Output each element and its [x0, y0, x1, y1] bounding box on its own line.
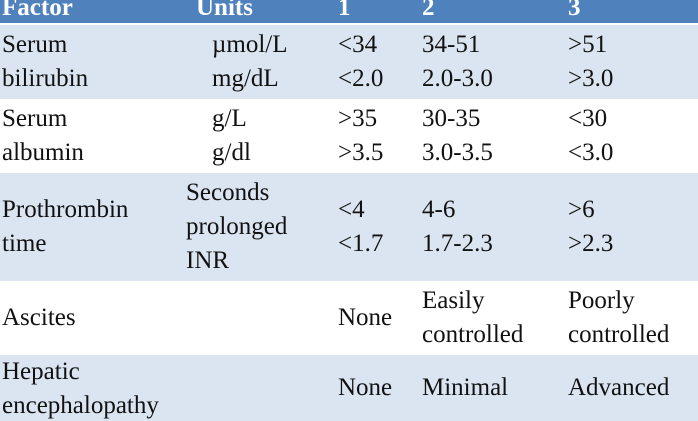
header-cell: 2 [420, 0, 566, 23]
table-cell: Serum albumin [0, 101, 182, 171]
cell-text: encephalopathy [2, 392, 159, 419]
table-cell: Easily controlled [420, 283, 566, 353]
cell-text: <1.7 [338, 230, 384, 257]
table-cell: 34-51 2.0-3.0 [420, 25, 566, 99]
table-row: Serum bilirubin µmol/L mg/dL <34 <2.0 34-51 2.0… [0, 25, 698, 101]
cell-text: >2.3 [568, 230, 614, 257]
cell-text: Minimal [422, 374, 509, 401]
cell-text: Serum [2, 105, 68, 132]
header-text: Units [196, 0, 253, 21]
table-cell: Advanced [566, 355, 698, 421]
table-cell: 4-6 1.7-2.3 [420, 173, 566, 281]
cell-text: Poorly [568, 287, 635, 314]
cell-text: Serum [2, 31, 68, 58]
table-cell [182, 355, 336, 421]
header-row: Factor Units 1 2 3 [0, 0, 698, 25]
table-cell: Poorly controlled [566, 283, 698, 353]
table-cell: >35 >3.5 [336, 101, 420, 171]
cell-text: <4 [338, 196, 365, 223]
table-cell: <34 <2.0 [336, 25, 420, 99]
header-text: 2 [422, 0, 435, 21]
header-cell: Factor [0, 0, 182, 23]
cell-text: >6 [568, 196, 595, 223]
table-row: Prothrombin time Seconds prolonged INR <4 <1.7… [0, 173, 698, 283]
table-cell: >51 >3.0 [566, 25, 698, 99]
table-cell: <30 <3.0 [566, 101, 698, 171]
cell-text: mg/dL [212, 65, 279, 92]
cell-text: 4-6 [422, 196, 456, 223]
cell-text: <34 [338, 31, 378, 58]
cell-text: >3.5 [338, 139, 384, 166]
cell-text: <2.0 [338, 65, 384, 92]
cell-text: albumin [2, 139, 84, 166]
header-text: 3 [568, 0, 581, 21]
table-cell: Minimal [420, 355, 566, 421]
cell-text: prolonged [186, 213, 288, 240]
cell-text: g/dl [212, 139, 251, 166]
table-row: Hepatic encephalopathy None Minimal Advanced [0, 355, 698, 421]
table-cell: Prothrombin time [0, 173, 182, 281]
table-cell: g/L g/dl [182, 101, 336, 171]
cell-text: 2.0-3.0 [422, 65, 493, 92]
header-cell: Units [194, 0, 348, 23]
table-cell: Serum bilirubin [0, 25, 182, 99]
table-row: Ascites None Easily controlled Poorly control… [0, 283, 698, 355]
table-cell: Seconds prolonged INR [182, 173, 336, 281]
table-cell: 30-35 3.0-3.5 [420, 101, 566, 171]
cell-text: controlled [422, 321, 524, 348]
cell-text: controlled [568, 321, 670, 348]
cell-text: >35 [338, 105, 378, 132]
cell-text: 3.0-3.5 [422, 139, 493, 166]
table-cell: <4 <1.7 [336, 173, 420, 281]
cell-text: Hepatic [2, 358, 80, 385]
table-cell [182, 283, 336, 353]
cell-text: Prothrombin [2, 196, 129, 223]
table-cell: µmol/L mg/dL [182, 25, 336, 99]
cell-text: µmol/L [212, 31, 288, 58]
header-text: 1 [338, 0, 351, 21]
cell-text: 34-51 [422, 31, 481, 58]
table-cell: Hepatic encephalopathy [0, 355, 182, 421]
header-text: Factor [2, 0, 73, 21]
cell-text: None [338, 304, 393, 331]
cell-text: >3.0 [568, 65, 614, 92]
cell-text: Ascites [2, 304, 76, 331]
cell-text: <3.0 [568, 139, 614, 166]
cell-text: 30-35 [422, 105, 481, 132]
header-cell: 1 [336, 0, 420, 23]
table-cell: Ascites [0, 283, 182, 353]
cell-text: Easily [422, 287, 485, 314]
cell-text: time [2, 230, 47, 257]
cell-text: g/L [212, 105, 247, 132]
cell-text: INR [186, 247, 230, 274]
cell-text: Advanced [568, 374, 670, 401]
table-cell: None [336, 355, 420, 421]
cell-text: Seconds [186, 179, 270, 206]
table-row: Serum albumin g/L g/dl >35 >3.5 30-35 3.0-3.5 <3… [0, 101, 698, 173]
header-cell: 3 [566, 0, 698, 23]
cell-text: bilirubin [2, 65, 89, 92]
cell-text: None [338, 374, 393, 401]
cell-text: >51 [568, 31, 608, 58]
cell-text: <30 [568, 105, 608, 132]
table-cell: >6 >2.3 [566, 173, 698, 281]
cell-text: 1.7-2.3 [422, 230, 493, 257]
table-cell: None [336, 283, 420, 353]
